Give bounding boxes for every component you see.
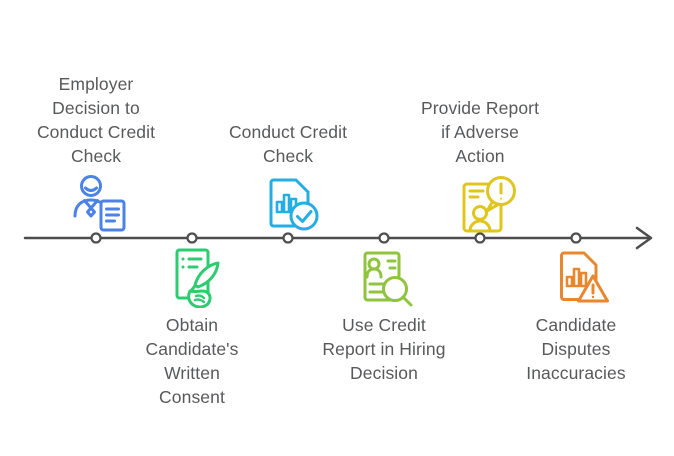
arrow-right-icon (635, 226, 653, 250)
timeline-axis (23, 226, 653, 250)
dispute-warning-document-icon (551, 247, 611, 307)
timeline-node-dot (474, 232, 486, 244)
step-label-conduct-credit-check: Conduct Credit Check (228, 122, 348, 166)
step-label-obtain-consent: Obtain Candidate's Written Consent (145, 315, 239, 407)
timeline-node-dot (186, 232, 198, 244)
timeline-node-dot (378, 232, 390, 244)
credit-check-document-checkmark-icon (261, 174, 321, 232)
timeline-node-dot (282, 232, 294, 244)
step-label-candidate-disputes: Candidate Disputes Inaccuracies (526, 315, 626, 383)
employer-person-document-icon (70, 173, 128, 233)
timeline-node-dot (570, 232, 582, 244)
timeline-node-dot (90, 232, 102, 244)
credit-report-magnifier-icon (357, 247, 415, 307)
step-label-employer-decision: Employer Decision to Conduct Credit Chec… (36, 74, 156, 166)
step-label-provide-report: Provide Report if Adverse Action (420, 98, 540, 166)
written-consent-signature-icon (165, 246, 225, 308)
adverse-action-alert-report-icon (460, 174, 518, 234)
step-label-use-credit-report: Use Credit Report in Hiring Decision (322, 315, 446, 383)
